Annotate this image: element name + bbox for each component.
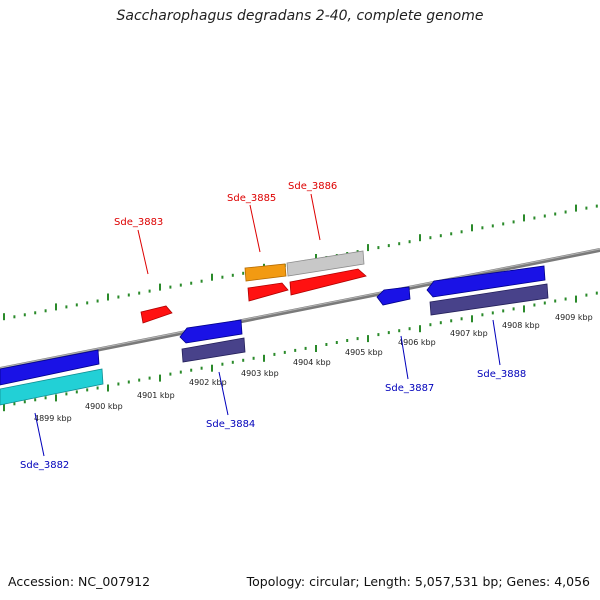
tick-label-4907: 4907 kbp bbox=[450, 329, 488, 338]
label-sde3883[interactable]: Sde_3883 bbox=[114, 217, 163, 228]
leader-sde3884 bbox=[218, 371, 229, 416]
gene-sde3883-arrow[interactable] bbox=[140, 305, 173, 324]
gene-sde3885-arrow[interactable] bbox=[247, 282, 289, 302]
tick-label-4902: 4902 kbp bbox=[189, 378, 227, 387]
map-title: Saccharophagus degradans 2-40, complete … bbox=[116, 8, 484, 24]
gene-sde3888-feature[interactable] bbox=[429, 283, 549, 316]
gene-sde3884-feature[interactable] bbox=[181, 337, 246, 363]
tick-label-group: 4899 kbp 4900 kbp 4901 kbp 4902 kbp 4903… bbox=[34, 313, 593, 423]
accession-label: Accession: NC_007912 bbox=[8, 574, 151, 589]
leader-sde3888 bbox=[492, 319, 501, 366]
tick-label-4901: 4901 kbp bbox=[137, 391, 175, 400]
reverse-genes bbox=[0, 265, 549, 406]
genome-backbone-highlight bbox=[0, 248, 600, 369]
label-sde3887[interactable]: Sde_3887 bbox=[385, 383, 434, 394]
leader-sde3887 bbox=[400, 335, 409, 380]
tick-label-4909: 4909 kbp bbox=[555, 313, 593, 322]
reverse-tick-row bbox=[3, 291, 598, 412]
topology-label: Topology: circular; Length: 5,057,531 bp… bbox=[246, 574, 590, 589]
label-sde3886[interactable]: Sde_3886 bbox=[288, 181, 337, 192]
leader-sde3886 bbox=[310, 193, 321, 241]
leader-lines bbox=[34, 193, 501, 457]
genome-backbone bbox=[0, 248, 600, 371]
gene-sde3884-arrow[interactable] bbox=[179, 319, 243, 344]
gene-sde3885-feature[interactable] bbox=[244, 263, 287, 282]
forward-tick-row bbox=[3, 204, 598, 321]
gene-sde3882-feature[interactable] bbox=[0, 368, 104, 406]
leader-sde3885 bbox=[249, 204, 261, 253]
label-sde3882[interactable]: Sde_3882 bbox=[20, 460, 69, 471]
tick-label-4908: 4908 kbp bbox=[502, 321, 540, 330]
leader-sde3883 bbox=[137, 229, 149, 275]
gene-sde3888-arrow[interactable] bbox=[426, 265, 546, 298]
tick-label-4904: 4904 kbp bbox=[293, 358, 331, 367]
label-sde3885[interactable]: Sde_3885 bbox=[227, 193, 276, 204]
label-sde3888[interactable]: Sde_3888 bbox=[477, 369, 526, 380]
label-sde3884[interactable]: Sde_3884 bbox=[206, 419, 255, 430]
forward-genes bbox=[140, 250, 367, 324]
tick-label-4899: 4899 kbp bbox=[34, 414, 72, 423]
gene-sde3887-arrow[interactable] bbox=[376, 286, 411, 306]
tick-label-4905: 4905 kbp bbox=[345, 348, 383, 357]
gene-sde3886-feature[interactable] bbox=[286, 250, 365, 277]
gene-sde3882-arrow[interactable] bbox=[0, 349, 100, 386]
gene-sde3886-arrow[interactable] bbox=[289, 268, 367, 296]
tick-label-4903: 4903 kbp bbox=[241, 369, 279, 378]
tick-label-4900: 4900 kbp bbox=[85, 402, 123, 411]
tick-label-4906: 4906 kbp bbox=[398, 338, 436, 347]
leader-sde3882 bbox=[34, 412, 45, 457]
gene-labels: Sde_3883 Sde_3885 Sde_3886 Sde_3882 Sde_… bbox=[20, 181, 526, 471]
